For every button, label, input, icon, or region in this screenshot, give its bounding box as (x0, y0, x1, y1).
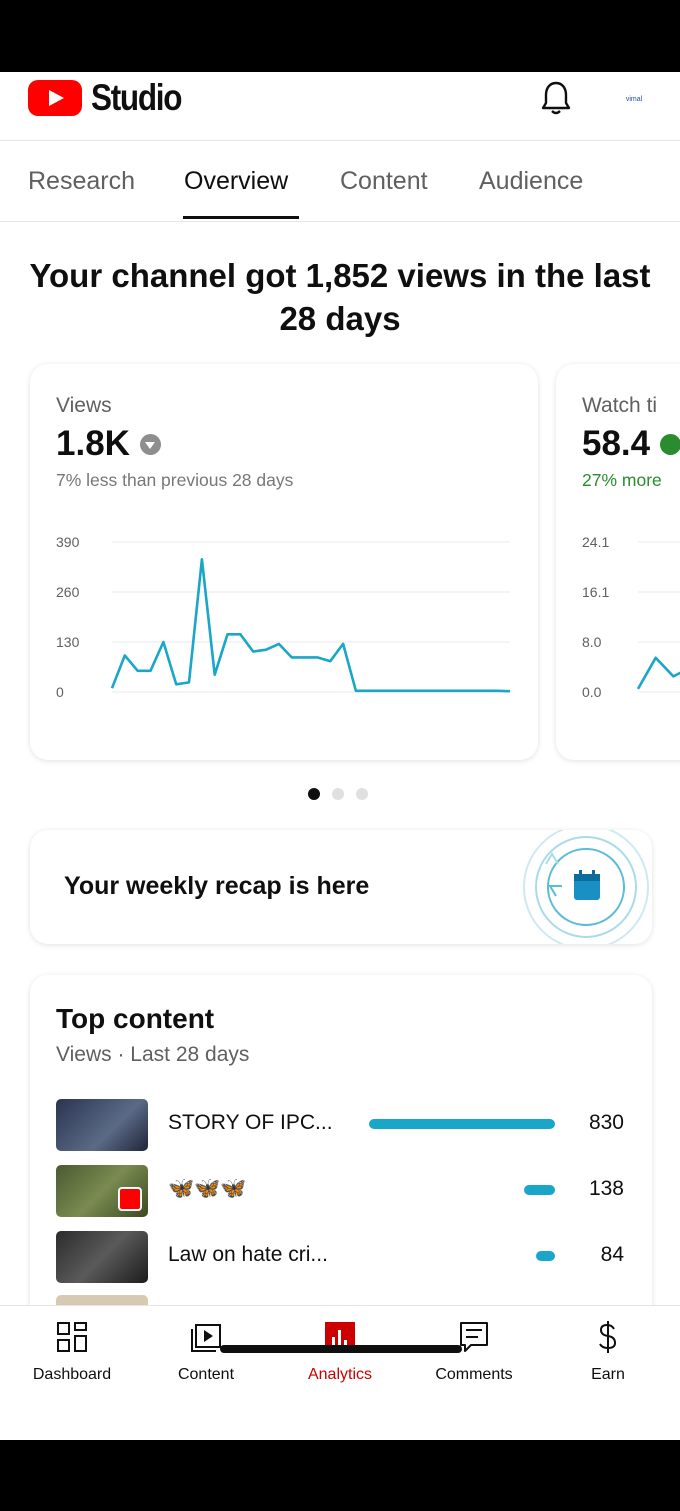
views-bar (524, 1185, 555, 1195)
video-title: STORY OF IPC... (168, 1111, 333, 1134)
active-tab-indicator (183, 216, 299, 219)
up-arrow-icon (660, 433, 680, 455)
y-tick-label: 260 (56, 584, 80, 600)
views-bar (536, 1251, 555, 1261)
watch-time-card[interactable]: Watch ti 58.4 27% more 24.116.18.00.031 … (556, 364, 680, 760)
watch-time-line-chart: 24.116.18.00.031 Ma (582, 534, 680, 700)
top-content-title: Top content (56, 1003, 215, 1034)
analytics-tabs: Research Overview Content Audience (0, 140, 680, 222)
page-headline: Your channel got 1,852 views in the last… (29, 257, 651, 337)
app-name: Studio (91, 77, 182, 118)
views-count: 830 (588, 1111, 624, 1134)
series-line (110, 557, 511, 693)
nav-label: Content (177, 1366, 235, 1383)
nav-label: Dashboard (32, 1366, 112, 1383)
dashboard-icon (57, 1322, 87, 1352)
nav-dashboard[interactable]: Dashboard (12, 1320, 132, 1384)
video-thumbnail (56, 1099, 148, 1151)
views-count: 138 (588, 1177, 624, 1200)
y-tick-label: 16.1 (582, 584, 609, 600)
tab-research[interactable]: Research (28, 167, 135, 195)
video-thumbnail-partial (56, 1295, 148, 1305)
metric-value: 58.4 (582, 424, 680, 464)
tab-overview[interactable]: Overview (184, 167, 289, 195)
top-content-row[interactable]: 🦋🦋🦋 138 (30, 1165, 652, 1219)
metric-value: 1.8K (56, 424, 161, 464)
y-tick-label: 130 (56, 634, 80, 650)
tab-content[interactable]: Content (340, 167, 428, 195)
metric-change: 27% more (582, 470, 662, 490)
nav-earn[interactable]: Earn (548, 1320, 668, 1384)
top-content-subtitle: Views · Last 28 days (56, 1043, 250, 1066)
weekly-recap-card[interactable]: Your weekly recap is here (30, 830, 652, 944)
comments-icon (460, 1322, 488, 1352)
youtube-play-icon (28, 80, 82, 116)
down-arrow-icon (139, 433, 161, 455)
calendar-recap-icon (523, 830, 649, 944)
shorts-badge-icon (118, 1187, 142, 1211)
dollar-icon (599, 1321, 617, 1353)
video-title: 🦋🦋🦋 (168, 1177, 247, 1200)
content-icon (191, 1324, 221, 1352)
views-line-chart: 390260130031 May27 Jun (56, 534, 511, 700)
metric-value-text: 1.8K (56, 424, 130, 463)
series-line (636, 656, 680, 690)
account-avatar[interactable]: vimal (612, 84, 656, 114)
metric-value-text: 58.4 (582, 424, 651, 463)
studio-logo[interactable]: Studio (28, 77, 197, 118)
notifications-bell-icon[interactable] (540, 80, 572, 116)
y-tick-label: 0 (56, 684, 64, 700)
y-tick-label: 0.0 (582, 684, 602, 700)
app-screen: Studio vimal Research Overview Content A… (0, 72, 680, 1440)
nav-label: Earn (591, 1366, 625, 1383)
bottom-navigation: Dashboard Content Analytics (0, 1305, 680, 1440)
video-title: Law on hate cri... (168, 1243, 328, 1266)
views-card[interactable]: Views 1.8K 7% less than previous 28 days… (30, 364, 538, 760)
views-count: 84 (600, 1243, 624, 1266)
top-content-row[interactable]: STORY OF IPC... 830 (30, 1099, 652, 1153)
pager-dot[interactable] (332, 788, 344, 800)
metric-label: Watch ti (582, 394, 658, 417)
carousel-pager (308, 788, 368, 800)
metric-label: Views (56, 394, 112, 417)
views-bar (369, 1119, 555, 1129)
metric-change: 7% less than previous 28 days (56, 470, 294, 490)
recap-text: Your weekly recap is here (64, 872, 370, 900)
pager-dot[interactable] (356, 788, 368, 800)
y-tick-label: 390 (56, 534, 80, 550)
top-content-row[interactable]: Law on hate cri... 84 (30, 1231, 652, 1285)
home-indicator[interactable] (220, 1345, 462, 1353)
nav-label: Comments (435, 1366, 513, 1383)
avatar-text: vimal (625, 95, 643, 103)
nav-label: Analytics (307, 1366, 373, 1383)
y-tick-label: 24.1 (582, 534, 609, 550)
video-thumbnail (56, 1231, 148, 1283)
nav-content[interactable]: Content (146, 1320, 266, 1384)
short-thumbnail (56, 1165, 148, 1217)
y-tick-label: 8.0 (582, 634, 602, 650)
pager-dot[interactable] (308, 788, 320, 800)
app-header: Studio vimal (0, 72, 680, 140)
tab-audience[interactable]: Audience (479, 167, 584, 195)
nav-comments[interactable]: Comments (414, 1320, 534, 1384)
